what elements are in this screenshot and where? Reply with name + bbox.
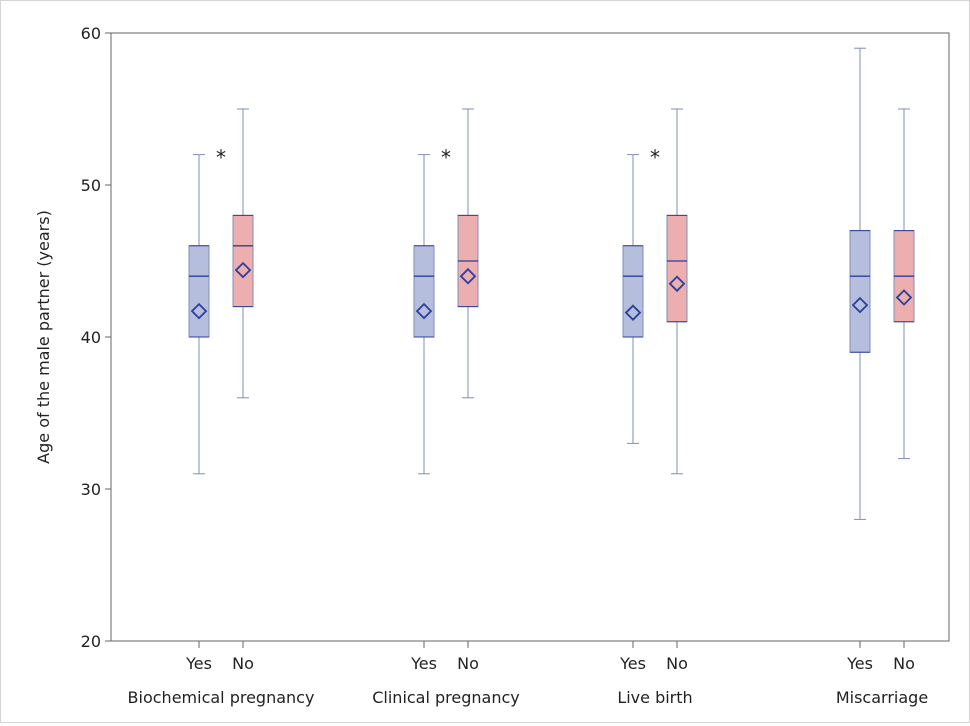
- mean-marker: [234, 261, 252, 279]
- group-3: Yes No Miscarriage: [836, 47, 928, 707]
- mean-marker: [624, 304, 642, 321]
- x-tick-label: No: [232, 654, 254, 673]
- x-tick-label: No: [666, 654, 688, 673]
- box-no: No: [666, 108, 688, 673]
- group-label: Live birth: [617, 688, 692, 707]
- box-iqr: [849, 230, 871, 353]
- box-iqr: [666, 214, 688, 323]
- mean-marker: [895, 289, 913, 306]
- box-iqr: [413, 245, 435, 338]
- x-tick-label: Yes: [185, 654, 212, 673]
- significance-marker: *: [216, 146, 226, 170]
- group-2: Yes No Live birth *: [617, 108, 693, 707]
- x-tick-label: Yes: [619, 654, 646, 673]
- box-yes: Yes: [619, 154, 646, 673]
- group-label: Miscarriage: [836, 688, 928, 707]
- y-tick-label: 60: [81, 24, 101, 43]
- significance-marker: *: [441, 146, 451, 170]
- box-yes: Yes: [846, 47, 873, 673]
- group-label: Biochemical pregnancy: [128, 688, 315, 707]
- x-tick-label: Yes: [410, 654, 437, 673]
- box-yes: Yes: [410, 154, 437, 673]
- box-no: No: [457, 108, 479, 673]
- x-tick-label: No: [457, 654, 479, 673]
- y-tick-label: 30: [81, 480, 101, 499]
- axes: 20 30 40 50 60: [81, 24, 950, 651]
- mean-marker: [415, 302, 433, 320]
- x-tick-label: No: [893, 654, 915, 673]
- x-tick-label: Yes: [846, 654, 873, 673]
- box-no: No: [893, 108, 915, 673]
- box-yes: Yes: [185, 154, 212, 673]
- mean-marker: [190, 302, 208, 320]
- box-iqr: [232, 214, 254, 308]
- mean-marker: [668, 275, 686, 293]
- box-iqr: [622, 245, 644, 338]
- mean-marker: [851, 296, 869, 314]
- y-tick-label: 50: [81, 176, 101, 195]
- group-1: Yes No Clinical pregnancy *: [372, 108, 520, 707]
- group-0: Yes No Biochemical pregnancy *: [128, 108, 315, 707]
- y-tick-label: 20: [81, 632, 101, 651]
- group-label: Clinical pregnancy: [372, 688, 520, 707]
- mean-marker: [459, 267, 477, 285]
- box-iqr: [188, 245, 210, 338]
- box-no: No: [232, 108, 254, 673]
- boxes: Yes No Biochemical pregnancy * Yes No Clinical…: [128, 47, 928, 707]
- y-tick-label: 40: [81, 328, 101, 347]
- plot-area: [110, 32, 950, 642]
- significance-marker: *: [650, 146, 660, 170]
- y-axis-label: Age of the male partner (years): [34, 210, 53, 464]
